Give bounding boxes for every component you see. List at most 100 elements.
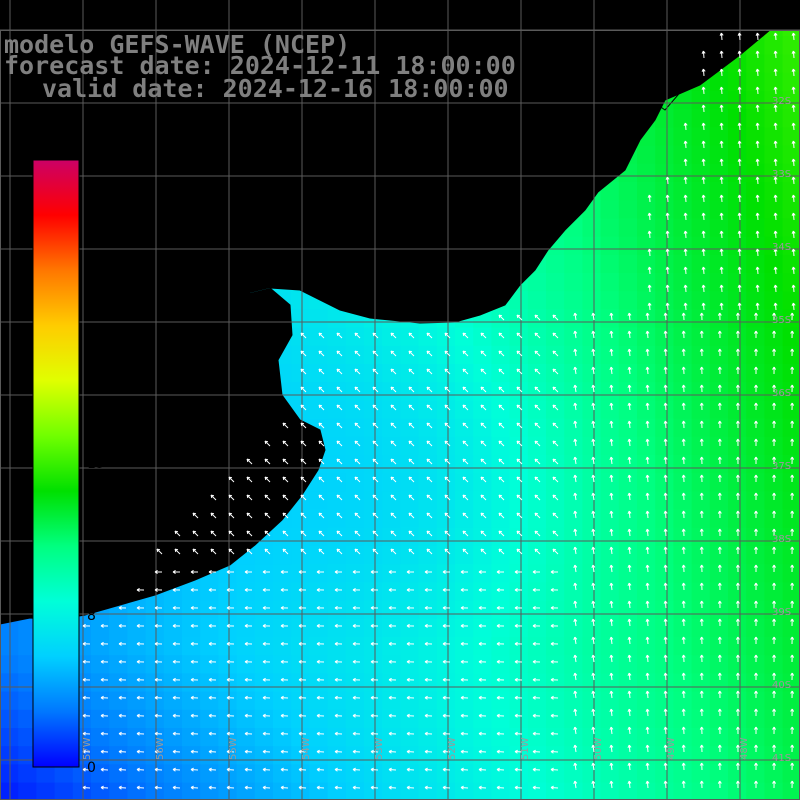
- wind-arrow: [280, 677, 289, 682]
- wind-arrow: [352, 677, 361, 682]
- wind-arrow: [791, 266, 796, 275]
- wind-cell: [127, 746, 147, 765]
- wind-arrow: [354, 548, 361, 555]
- wind-cell: [691, 309, 711, 329]
- wind-cell: [345, 728, 365, 747]
- wind-cell: [509, 436, 529, 456]
- wind-cell: [782, 72, 800, 92]
- wind-cell: [546, 728, 565, 747]
- wind-cell: [546, 491, 565, 511]
- wind-cell: [582, 546, 602, 565]
- wind-cell: [564, 655, 583, 674]
- wind-cell: [436, 400, 456, 420]
- wind-cell: [327, 309, 347, 329]
- wind-arrow: [424, 749, 433, 754]
- wind-arrow: [735, 510, 740, 519]
- wind-arrow: [444, 440, 451, 447]
- wind-cell: [382, 600, 401, 620]
- wind-arrow: [737, 68, 742, 77]
- wind-cell: [527, 764, 547, 784]
- wind-arrow: [262, 713, 271, 718]
- wind-arrow: [534, 332, 541, 339]
- wind-cell: [637, 564, 656, 583]
- wind-arrow: [426, 548, 433, 555]
- wind-arrow: [665, 212, 670, 221]
- wind-arrow: [460, 587, 469, 592]
- wind-arrow: [754, 762, 758, 771]
- wind-cell: [691, 673, 711, 693]
- wind-cell: [309, 546, 329, 565]
- wind-arrow: [573, 636, 578, 645]
- wind-arrow: [372, 530, 379, 537]
- wind-cell: [291, 637, 310, 656]
- wind-cell: [582, 709, 602, 729]
- wind-cell: [527, 546, 547, 565]
- wind-arrow: [318, 350, 325, 357]
- wind-arrow: [354, 476, 361, 483]
- wind-arrow: [754, 474, 758, 483]
- wind-cell: [564, 400, 583, 420]
- lat-label: 35S: [772, 315, 791, 326]
- wind-cell: [364, 327, 383, 347]
- wind-arrow: [699, 528, 704, 537]
- wind-arrow: [390, 530, 397, 537]
- wind-cell: [746, 637, 765, 656]
- wind-arrow: [772, 582, 777, 591]
- wind-arrow: [424, 695, 433, 700]
- wind-cell: [218, 709, 238, 729]
- wind-cell: [728, 527, 747, 547]
- wind-cell: [345, 327, 365, 347]
- wind-arrow: [609, 546, 614, 555]
- wind-cell: [455, 382, 474, 401]
- wind-arrow: [573, 744, 578, 753]
- wind-arrow: [388, 659, 397, 664]
- wind-arrow: [408, 548, 415, 555]
- wind-arrow: [791, 32, 796, 41]
- wind-arrow: [735, 672, 740, 681]
- wind-cell: [691, 637, 711, 656]
- wind-arrow: [573, 366, 578, 375]
- wind-arrow: [647, 248, 652, 257]
- wind-arrow: [352, 587, 361, 592]
- wind-cell: [163, 637, 183, 656]
- wind-cell: [382, 582, 401, 602]
- wind-arrow: [282, 458, 289, 465]
- wind-cell: [218, 618, 238, 638]
- wind-cell: [254, 618, 274, 638]
- wind-arrow: [352, 749, 361, 754]
- wind-arrow: [480, 368, 487, 375]
- wind-cell: [382, 673, 401, 693]
- wind-arrow: [496, 749, 505, 754]
- wind-cell: [618, 309, 638, 329]
- wind-cell: [364, 637, 383, 656]
- wind-cell: [655, 728, 674, 747]
- wind-cell: [673, 345, 693, 365]
- wind-cell: [473, 582, 492, 602]
- wind-cell: [546, 673, 565, 693]
- wind-arrow: [737, 122, 742, 131]
- wind-cell: [600, 200, 620, 219]
- wind-arrow: [701, 122, 706, 131]
- wind-cell: [18, 728, 37, 747]
- wind-arrow: [426, 458, 433, 465]
- wind-arrow: [645, 654, 650, 663]
- wind-cell: [327, 509, 347, 529]
- wind-cell: [691, 236, 711, 256]
- wind-arrow: [498, 386, 505, 393]
- wind-arrow: [645, 438, 650, 447]
- wind-cell: [691, 109, 711, 128]
- wind-cell: [418, 782, 438, 800]
- wind-arrow: [755, 86, 760, 95]
- wind-cell: [345, 691, 365, 711]
- wind-cell: [618, 327, 638, 347]
- wind-arrow: [226, 695, 235, 700]
- wind-cell: [0, 637, 19, 656]
- wind-arrow: [552, 422, 559, 429]
- wind-arrow: [591, 618, 596, 627]
- wind-cell: [618, 564, 638, 583]
- wind-cell: [618, 236, 638, 256]
- wind-cell: [0, 691, 19, 711]
- wind-cell: [564, 582, 583, 602]
- wind-cell: [691, 618, 711, 638]
- wind-cell: [72, 782, 92, 800]
